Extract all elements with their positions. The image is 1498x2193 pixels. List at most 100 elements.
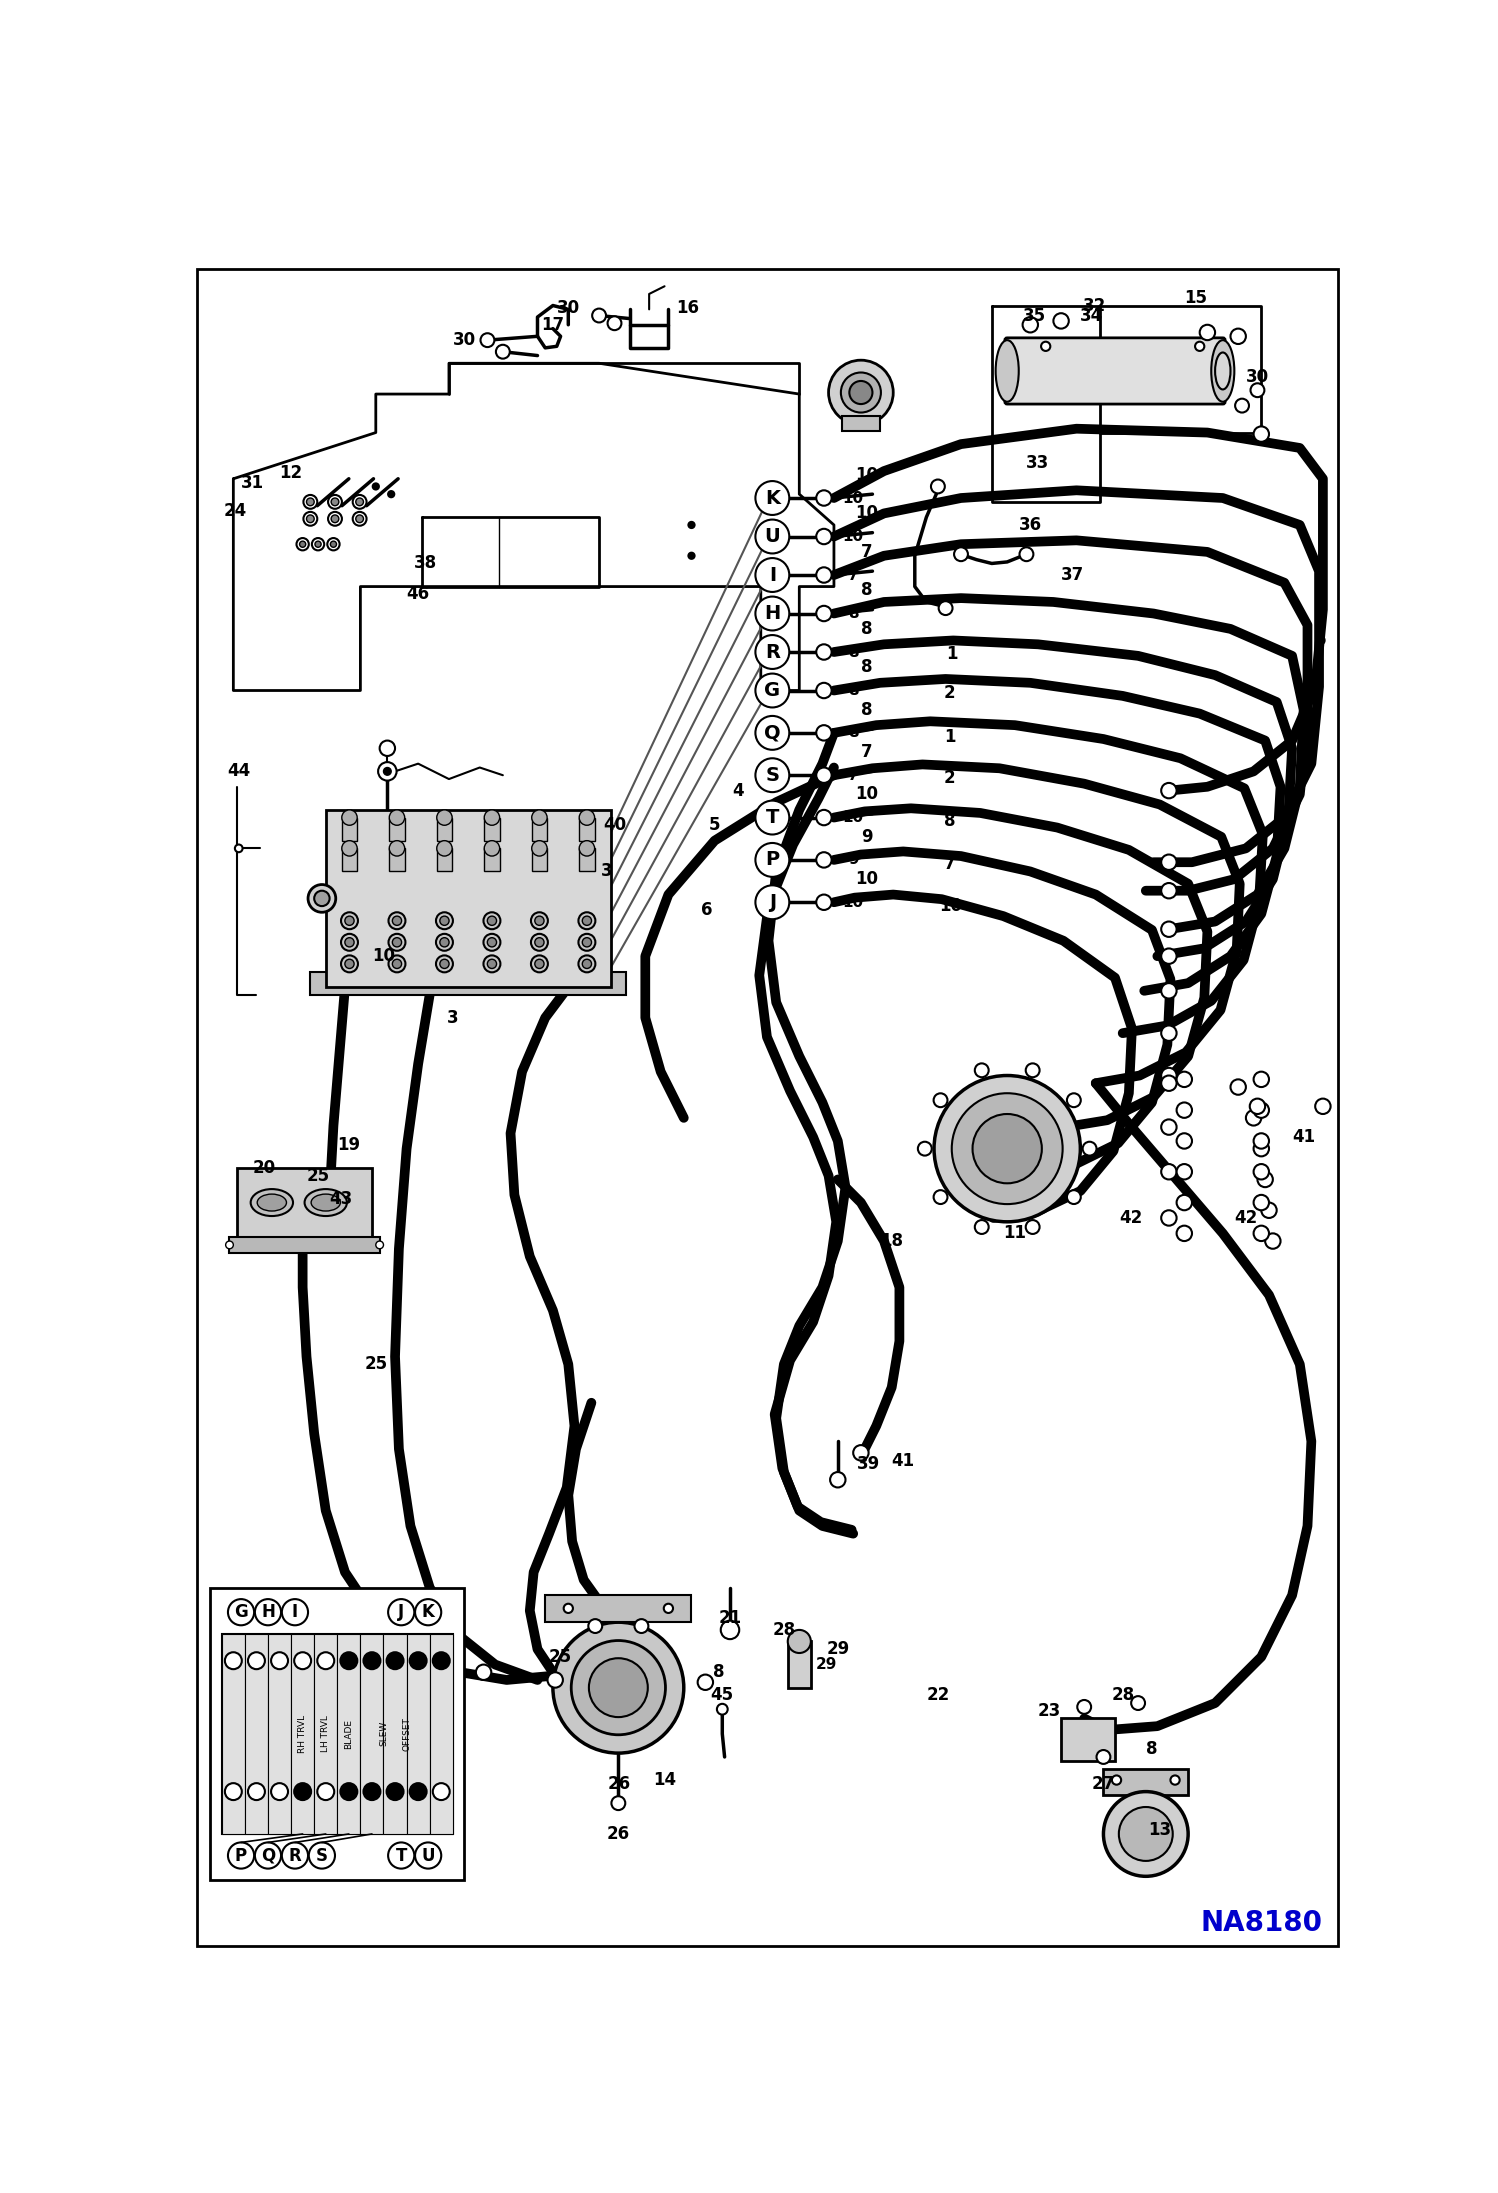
Text: 34: 34 bbox=[1080, 307, 1104, 325]
Circle shape bbox=[1161, 982, 1176, 998]
Text: 29: 29 bbox=[815, 1658, 837, 1671]
Text: 32: 32 bbox=[1083, 296, 1106, 314]
Circle shape bbox=[389, 840, 404, 855]
Text: 25: 25 bbox=[364, 1355, 388, 1373]
Circle shape bbox=[530, 912, 548, 930]
Circle shape bbox=[816, 809, 831, 825]
Circle shape bbox=[553, 1623, 683, 1752]
Text: 6: 6 bbox=[1315, 632, 1326, 649]
Circle shape bbox=[571, 1640, 665, 1735]
Circle shape bbox=[487, 917, 496, 925]
Circle shape bbox=[1315, 1099, 1330, 1114]
Text: 6: 6 bbox=[701, 901, 713, 919]
Text: 41: 41 bbox=[891, 1452, 915, 1469]
Text: I: I bbox=[292, 1603, 298, 1621]
Bar bbox=[222, 1634, 452, 1833]
Circle shape bbox=[328, 496, 342, 509]
Circle shape bbox=[352, 496, 367, 509]
Bar bbox=[222, 1634, 244, 1833]
Circle shape bbox=[1023, 318, 1038, 333]
Circle shape bbox=[318, 1783, 334, 1800]
Text: Q: Q bbox=[261, 1847, 276, 1864]
Circle shape bbox=[318, 1651, 334, 1669]
Text: 17: 17 bbox=[541, 316, 565, 333]
Circle shape bbox=[327, 537, 340, 550]
Circle shape bbox=[1266, 1232, 1281, 1248]
Circle shape bbox=[755, 673, 789, 708]
Text: BLADE: BLADE bbox=[345, 1719, 354, 1748]
Circle shape bbox=[1161, 783, 1176, 798]
Circle shape bbox=[496, 344, 509, 360]
Circle shape bbox=[337, 1603, 352, 1618]
Circle shape bbox=[476, 1664, 491, 1680]
Text: 8: 8 bbox=[848, 682, 858, 697]
Circle shape bbox=[386, 1651, 403, 1669]
Circle shape bbox=[312, 537, 324, 550]
Circle shape bbox=[816, 768, 831, 783]
Text: 36: 36 bbox=[1019, 515, 1041, 533]
Text: R: R bbox=[289, 1847, 301, 1864]
Bar bbox=[437, 818, 452, 840]
Text: 10: 10 bbox=[843, 895, 864, 910]
Bar bbox=[1061, 1719, 1115, 1761]
Circle shape bbox=[1257, 1171, 1273, 1186]
Circle shape bbox=[1026, 1064, 1040, 1077]
Text: K: K bbox=[422, 1603, 434, 1621]
Text: 15: 15 bbox=[1185, 289, 1207, 307]
Circle shape bbox=[1161, 1211, 1176, 1226]
Text: U: U bbox=[421, 1847, 434, 1864]
Circle shape bbox=[249, 1651, 265, 1669]
Circle shape bbox=[1176, 1164, 1192, 1180]
Text: 43: 43 bbox=[330, 1191, 352, 1208]
Circle shape bbox=[1161, 921, 1176, 936]
Circle shape bbox=[1041, 342, 1050, 351]
Circle shape bbox=[930, 480, 945, 493]
Text: 20: 20 bbox=[253, 1158, 276, 1178]
Circle shape bbox=[547, 1673, 563, 1689]
Bar bbox=[342, 818, 357, 840]
Text: 10: 10 bbox=[843, 491, 864, 507]
Circle shape bbox=[1236, 399, 1249, 412]
Text: 8: 8 bbox=[1146, 1741, 1158, 1759]
Circle shape bbox=[315, 890, 330, 906]
Text: 2: 2 bbox=[944, 768, 956, 787]
Text: 8: 8 bbox=[713, 1662, 724, 1682]
Circle shape bbox=[849, 382, 872, 404]
Circle shape bbox=[392, 958, 401, 969]
Text: 45: 45 bbox=[710, 1686, 734, 1704]
Circle shape bbox=[294, 1651, 312, 1669]
Circle shape bbox=[1254, 1226, 1269, 1241]
Circle shape bbox=[1176, 1072, 1192, 1088]
Circle shape bbox=[816, 529, 831, 544]
Text: 30: 30 bbox=[452, 331, 476, 349]
Circle shape bbox=[578, 912, 595, 930]
Circle shape bbox=[532, 840, 547, 855]
Text: 33: 33 bbox=[1026, 454, 1050, 471]
Circle shape bbox=[484, 809, 500, 825]
Circle shape bbox=[1161, 1164, 1176, 1180]
Circle shape bbox=[300, 542, 306, 548]
Circle shape bbox=[583, 958, 592, 969]
Circle shape bbox=[388, 1599, 415, 1625]
Circle shape bbox=[331, 542, 337, 548]
Circle shape bbox=[972, 1114, 1041, 1184]
Circle shape bbox=[635, 1618, 649, 1634]
Circle shape bbox=[345, 939, 354, 947]
Text: 30: 30 bbox=[557, 298, 580, 316]
Circle shape bbox=[1254, 1072, 1269, 1088]
Circle shape bbox=[331, 515, 339, 522]
Circle shape bbox=[437, 840, 452, 855]
Text: 31: 31 bbox=[241, 474, 264, 491]
Circle shape bbox=[535, 917, 544, 925]
Text: OFFSET: OFFSET bbox=[401, 1717, 410, 1750]
Circle shape bbox=[1067, 1191, 1080, 1204]
Bar bbox=[244, 1634, 268, 1833]
Text: 40: 40 bbox=[602, 816, 626, 833]
Text: 42: 42 bbox=[1119, 1208, 1141, 1226]
Text: 8: 8 bbox=[861, 621, 873, 638]
Circle shape bbox=[1176, 1226, 1192, 1241]
Ellipse shape bbox=[1215, 353, 1230, 390]
Circle shape bbox=[1161, 855, 1176, 871]
Text: 8: 8 bbox=[848, 726, 858, 741]
Circle shape bbox=[1161, 947, 1176, 965]
